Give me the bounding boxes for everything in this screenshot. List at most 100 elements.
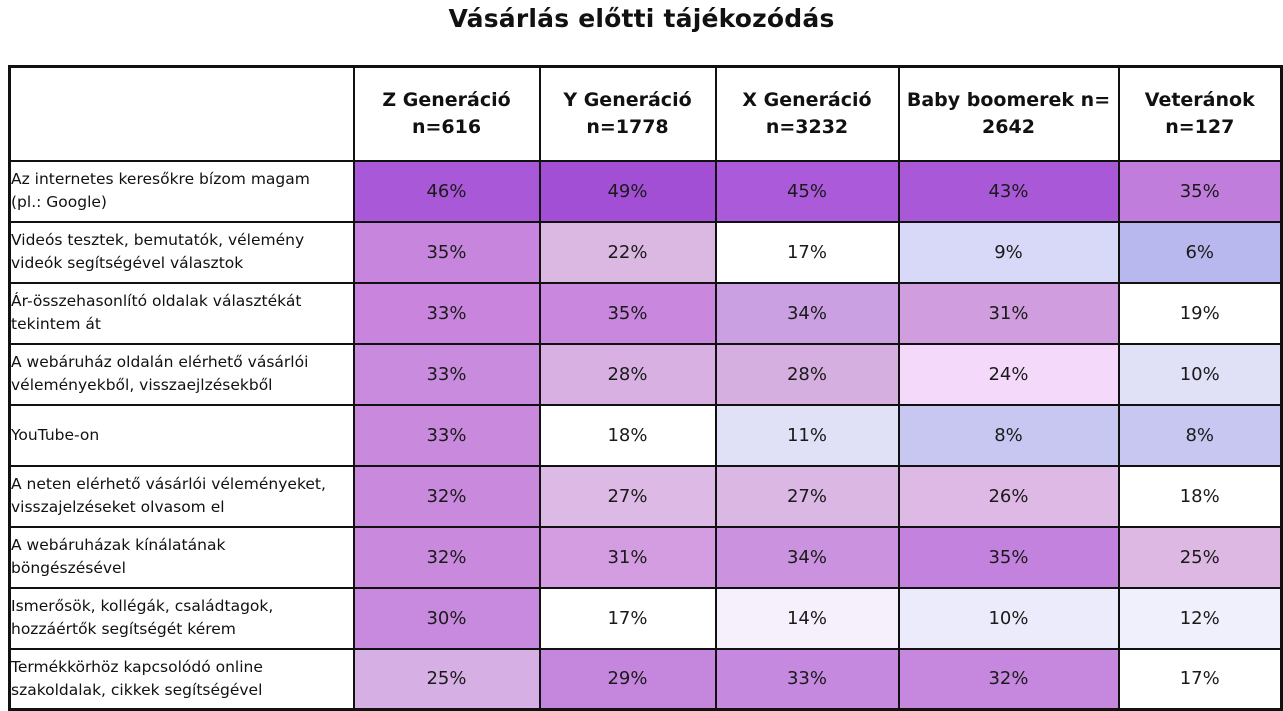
heatmap-cell: 29% xyxy=(538,647,717,711)
row-label-line: (pl.: Google) xyxy=(11,193,107,211)
heatmap-cell: 24% xyxy=(897,342,1120,406)
table-row: Ár-összehasonlító oldalak választékát tek… xyxy=(8,281,1283,345)
heatmap-cell: 27% xyxy=(538,464,717,528)
column-header-line: Z Generáció xyxy=(382,88,511,111)
heatmap-cell: 33% xyxy=(352,281,541,345)
table-row: A webáruház oldalán elérhető vásárlói vél… xyxy=(8,342,1283,406)
table-row: Videós tesztek, bemutatók, vélemény videó… xyxy=(8,220,1283,284)
header-row: Z Generáció n=616 Y Generáció n=1778 X Gener… xyxy=(8,65,1283,162)
heatmap-cell: 27% xyxy=(714,464,900,528)
column-header-line: Veteránok xyxy=(1144,88,1255,111)
row-label-line: Ismerősök, kollégák, családtagok, xyxy=(11,597,274,615)
heatmap-cell: 12% xyxy=(1117,586,1283,650)
row-label-line: Videós tesztek, bemutatók, vélemény xyxy=(11,231,305,249)
row-label: A webáruház oldalán elérhető vásárlói vél… xyxy=(8,342,355,406)
heatmap-cell: 17% xyxy=(538,586,717,650)
row-label-line: YouTube-on xyxy=(11,425,100,444)
heatmap-cell: 28% xyxy=(714,342,900,406)
heatmap-cell: 34% xyxy=(714,281,900,345)
heatmap-cell: 10% xyxy=(1117,342,1283,406)
column-header: Veteránok n=127 xyxy=(1117,65,1283,162)
heatmap-cell: 22% xyxy=(538,220,717,284)
heatmap-cell: 30% xyxy=(352,586,541,650)
column-header: X Generáció n=3232 xyxy=(714,65,900,162)
row-label: Az internetes keresőkre bízom magam (pl.:… xyxy=(8,159,355,223)
heatmap-cell: 28% xyxy=(538,342,717,406)
chart-title: Vásárlás előtti tájékozódás xyxy=(448,4,835,33)
heatmap-cell: 14% xyxy=(714,586,900,650)
row-label-line: Termékkörhöz kapcsolódó online xyxy=(11,657,263,676)
column-header: Baby boomerek n= 2642 xyxy=(897,65,1120,162)
heatmap-cell: 35% xyxy=(1117,159,1283,223)
row-label-line: Az internetes keresőkre bízom magam xyxy=(11,170,310,188)
heatmap-cell: 35% xyxy=(538,281,717,345)
column-header-line: n=3232 xyxy=(765,115,849,138)
heatmap-cell: 33% xyxy=(352,403,541,467)
row-label-line: hozzáértők segítségét kérem xyxy=(11,620,236,638)
row-label: A webáruházak kínálatának böngészésével xyxy=(8,525,355,589)
table-row: YouTube-on 33% 18% 11% 8% 8% xyxy=(8,403,1283,467)
column-header-line: X Generáció xyxy=(742,88,872,111)
heatmap-cell: 33% xyxy=(352,342,541,406)
row-label-line: böngészésével xyxy=(11,559,126,577)
heatmap-cell: 9% xyxy=(897,220,1120,284)
column-header-line: n=127 xyxy=(1165,115,1235,138)
corner-cell xyxy=(8,65,355,162)
column-header-line: n=1778 xyxy=(586,115,669,138)
heatmap-cell: 25% xyxy=(352,647,541,711)
row-label-line: A webáruház oldalán elérhető vásárlói xyxy=(11,353,309,371)
heatmap-cell: 25% xyxy=(1117,525,1283,589)
heatmap-cell: 32% xyxy=(897,647,1120,711)
row-label-line: A webáruházak kínálatának xyxy=(11,536,226,554)
heatmap-cell: 31% xyxy=(897,281,1120,345)
table-row: A neten elérhető vásárlói véleményeket, v… xyxy=(8,464,1283,528)
heatmap-cell: 8% xyxy=(1117,403,1283,467)
heatmap-cell: 46% xyxy=(352,159,541,223)
heatmap-cell: 18% xyxy=(1117,464,1283,528)
heatmap-cell: 34% xyxy=(714,525,900,589)
row-label: YouTube-on xyxy=(8,403,355,467)
column-header-line: Y Generáció xyxy=(563,88,692,111)
row-label-line: tekintem át xyxy=(11,315,101,333)
heatmap-cell: 45% xyxy=(714,159,900,223)
row-label: A neten elérhető vásárlói véleményeket, v… xyxy=(8,464,355,528)
row-label: Ismerősök, kollégák, családtagok, hozzáér… xyxy=(8,586,355,650)
heatmap-cell: 6% xyxy=(1117,220,1283,284)
row-label: Ár-összehasonlító oldalak választékát tek… xyxy=(8,281,355,345)
heatmap-cell: 31% xyxy=(538,525,717,589)
heatmap-cell: 26% xyxy=(897,464,1120,528)
heatmap-cell: 35% xyxy=(897,525,1120,589)
heatmap-cell: 17% xyxy=(714,220,900,284)
row-label-line: visszajelzéseket olvasom el xyxy=(11,498,225,516)
column-header: Y Generáció n=1778 xyxy=(538,65,717,162)
table-row: Az internetes keresőkre bízom magam (pl.:… xyxy=(8,159,1283,223)
row-label-line: Ár-összehasonlító oldalak választékát xyxy=(11,292,302,310)
table-row: A webáruházak kínálatának böngészésével 32… xyxy=(8,525,1283,589)
heatmap-cell: 49% xyxy=(538,159,717,223)
heatmap-cell: 11% xyxy=(714,403,900,467)
heatmap-cell: 32% xyxy=(352,525,541,589)
table-body: Az internetes keresőkre bízom magam (pl.:… xyxy=(8,159,1283,711)
heatmap-cell: 43% xyxy=(897,159,1120,223)
column-header-line: n=616 xyxy=(411,115,482,138)
heatmap-cell: 32% xyxy=(352,464,541,528)
row-label: Videós tesztek, bemutatók, vélemény videó… xyxy=(8,220,355,284)
row-label-line: véleményekből, visszaejlzésekből xyxy=(11,376,273,394)
heatmap-table: Z Generáció n=616 Y Generáció n=1778 X Gener… xyxy=(8,65,1283,711)
column-header-line: Baby boomerek n= xyxy=(906,88,1111,111)
row-label-line: szakoldalak, cikkek segítségével xyxy=(11,680,263,699)
heatmap-cell: 33% xyxy=(714,647,900,711)
heatmap-cell: 35% xyxy=(352,220,541,284)
row-label: Termékkörhöz kapcsolódó online szakoldala… xyxy=(8,647,355,711)
heatmap-cell: 8% xyxy=(897,403,1120,467)
row-label-line: A neten elérhető vásárlói véleményeket, xyxy=(11,475,326,493)
heatmap-cell: 17% xyxy=(1117,647,1283,711)
table-row: Ismerősök, kollégák, családtagok, hozzáér… xyxy=(8,586,1283,650)
column-header-line: 2642 xyxy=(982,115,1035,138)
heatmap-cell: 19% xyxy=(1117,281,1283,345)
row-label-line: videók segítségével választok xyxy=(11,254,244,272)
heatmap-cell: 18% xyxy=(538,403,717,467)
column-header: Z Generáció n=616 xyxy=(352,65,541,162)
table-row: Termékkörhöz kapcsolódó online szakoldala… xyxy=(8,647,1283,711)
heatmap-cell: 10% xyxy=(897,586,1120,650)
